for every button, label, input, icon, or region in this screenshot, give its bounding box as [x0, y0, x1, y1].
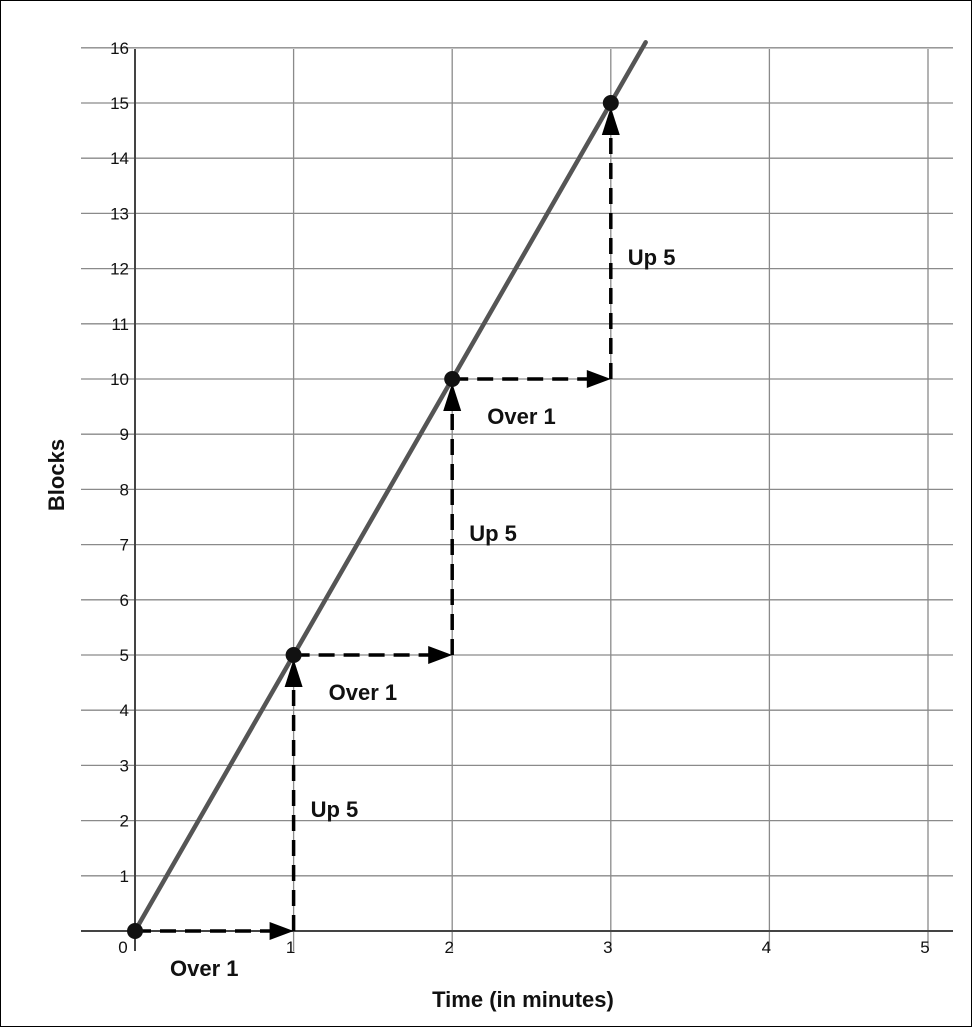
data-point-1: [285, 647, 302, 663]
y-tick-label-13: 13: [110, 204, 129, 223]
over-arrowhead-2: [428, 646, 453, 664]
up-arrowhead-1: [284, 659, 303, 687]
y-tick-label-5: 5: [120, 646, 129, 665]
over-label-4: Over 1: [487, 404, 556, 429]
y-tick-label-1: 1: [120, 867, 129, 886]
grid-lines: [81, 47, 953, 951]
x-tick-label-2: 2: [444, 938, 453, 957]
up-arrowhead-5: [601, 107, 620, 135]
y-tick-label-8: 8: [120, 480, 129, 499]
y-tick-label-16: 16: [110, 39, 129, 58]
over-arrowhead-4: [586, 370, 611, 388]
y-tick-label-14: 14: [110, 149, 129, 168]
x-tick-label-5: 5: [920, 938, 929, 957]
y-axis-title: Blocks: [44, 439, 69, 511]
series-line: [132, 40, 648, 934]
y-tick-label-7: 7: [120, 536, 129, 555]
data-point-3: [602, 95, 619, 111]
y-tick-label-3: 3: [120, 756, 129, 775]
x-axis-title: Time (in minutes): [432, 987, 614, 1012]
x-tick-label-0: 0: [118, 938, 127, 957]
over-arrowhead-0: [269, 922, 294, 940]
up-label-1: Up 5: [311, 797, 359, 822]
up-arrowhead-3: [443, 383, 462, 411]
x-tick-label-3: 3: [603, 938, 612, 957]
y-tick-label-2: 2: [120, 812, 129, 831]
y-tick-label-6: 6: [120, 591, 129, 610]
y-tick-label-11: 11: [111, 315, 129, 334]
up-label-3: Up 5: [469, 521, 517, 546]
series-line-0: [132, 40, 648, 934]
x-tick-label-4: 4: [762, 938, 771, 957]
up-label-5: Up 5: [628, 245, 676, 270]
y-tick-label-9: 9: [120, 425, 129, 444]
step-labels: Over 1 Up 5 Over 1 Up 5 Over 1 Up 5: [170, 245, 675, 981]
y-tick-label-12: 12: [110, 260, 129, 279]
y-tick-label-4: 4: [120, 701, 129, 720]
over-label-0: Over 1: [170, 956, 239, 981]
step-arrows: [135, 107, 620, 940]
data-point-0: [127, 923, 143, 939]
axes: [81, 49, 953, 951]
data-points: [127, 95, 619, 939]
over-label-2: Over 1: [329, 680, 398, 705]
x-tick-label-1: 1: [286, 938, 295, 957]
y-tick-label-15: 15: [110, 94, 129, 113]
data-point-2: [444, 371, 461, 387]
y-tick-label-10: 10: [110, 370, 129, 389]
